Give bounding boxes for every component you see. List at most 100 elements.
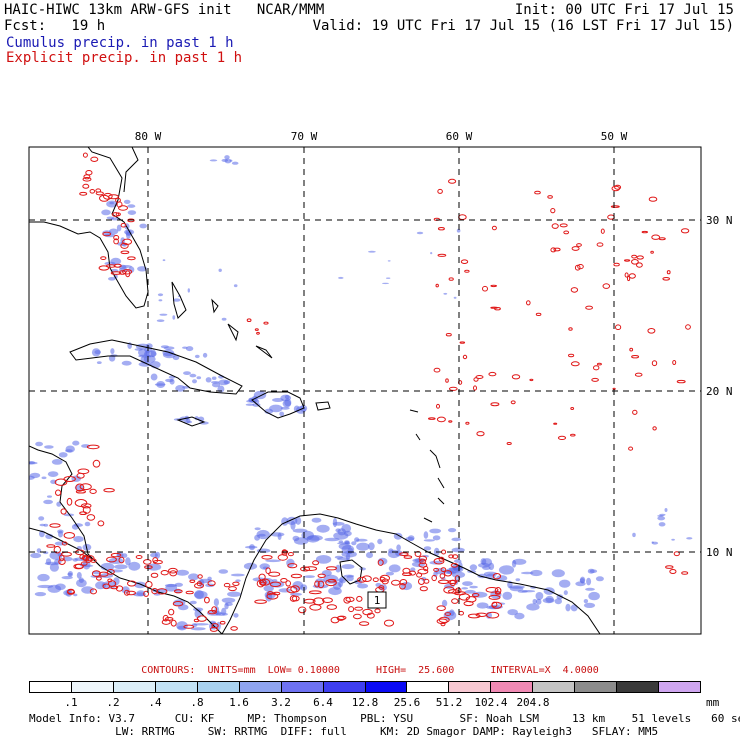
cumulus-precip-cell <box>205 377 212 383</box>
explicit-precip-contour <box>451 598 459 604</box>
cumulus-precip-cell <box>162 349 175 357</box>
explicit-precip-contour <box>490 306 498 309</box>
cumulus-precip-cell <box>121 265 132 268</box>
cumulus-precip-cell <box>249 544 255 551</box>
legend-swatch <box>239 682 282 692</box>
cumulus-precip-cell <box>211 381 220 384</box>
cumulus-precip-cell <box>453 559 462 563</box>
coastlines <box>29 147 601 634</box>
explicit-precip-contour <box>624 259 631 262</box>
explicit-precip-contour <box>120 242 129 249</box>
lat-label-20n: 20 N <box>706 385 733 398</box>
cumulus-precip-cell <box>498 565 515 575</box>
cumulus-precip-cell <box>116 224 122 232</box>
explicit-precip-contour <box>152 559 163 565</box>
cumulus-precip-cell <box>445 568 461 573</box>
cumulus-precip-cell <box>686 537 693 540</box>
legend-swatch <box>71 682 114 692</box>
explicit-precip-contour <box>629 347 634 352</box>
explicit-precip-contour <box>85 555 95 562</box>
cumulus-precip-cell <box>579 578 585 583</box>
cumulus-precip-cell <box>461 587 469 590</box>
explicit-precip-contour <box>289 595 298 602</box>
legend-level-label: 1.6 <box>229 696 249 709</box>
cumulus-precip-cell <box>559 579 571 588</box>
explicit-precip-contour <box>440 622 446 627</box>
cumulus-precip-cell <box>357 583 369 589</box>
explicit-precip-contour <box>666 270 671 275</box>
explicit-precip-contour <box>156 588 168 595</box>
explicit-precip-contour <box>448 554 454 559</box>
cumulus-precip-cell <box>146 563 162 571</box>
explicit-precip-contour <box>676 379 686 384</box>
cumulus-precip-cell <box>212 382 221 388</box>
cumulus-precip-cell <box>57 529 64 534</box>
explicit-precip-contour <box>490 284 498 288</box>
explicit-precip-contour <box>359 621 370 626</box>
cumulus-precip-cell <box>563 590 568 596</box>
lon-label-70w: 70 W <box>291 130 318 143</box>
cumulus-precip-cell <box>192 379 197 384</box>
cumulus-precip-cell <box>96 361 102 364</box>
explicit-precip-contour <box>416 572 423 578</box>
precip-map: 1 80 W 70 W 60 W 50 W 30 N 20 N 10 N <box>28 130 733 635</box>
explicit-precip-contour <box>476 431 485 437</box>
explicit-precip-contour <box>120 250 130 255</box>
cumulus-precip-cell <box>354 537 360 543</box>
explicit-precip-contour <box>632 409 638 415</box>
legend-level-label: 12.8 <box>351 696 379 709</box>
explicit-precip-contour <box>488 594 501 600</box>
explicit-precip-contour <box>168 567 178 574</box>
cumulus-precip-cell <box>430 252 433 255</box>
cumulus-precip-cell <box>311 517 322 523</box>
explicit-precip-contour <box>151 588 159 595</box>
cumulus-precip-cell <box>137 266 148 272</box>
cumulus-precip-cell <box>256 529 270 540</box>
cumulus-precip-cell <box>235 579 241 582</box>
cumulus-precip-cell <box>405 536 415 541</box>
cumulus-precip-cell <box>279 411 285 417</box>
legend-swatch <box>533 682 576 692</box>
explicit-precip-contour <box>685 324 691 330</box>
cumulus-precip-cell <box>121 360 132 366</box>
cumulus-precip-cell <box>356 542 370 551</box>
cumulus-precip-cell <box>73 593 78 597</box>
legend-swatch <box>30 682 72 692</box>
lon-tick-labels: 80 W 70 W 60 W 50 W <box>135 130 628 143</box>
explicit-precip-contour <box>285 580 292 587</box>
cumulus-precip-cell <box>41 476 47 480</box>
explicit-precip-contour <box>433 367 441 373</box>
cumulus-precip-cell <box>35 441 43 447</box>
lon-label-60w: 60 W <box>446 130 473 143</box>
valid-time: Valid: 19 UTC Fri 17 Jul 15 (16 LST Fri … <box>312 18 734 34</box>
explicit-precip-contour <box>492 573 502 580</box>
explicit-precip-contour <box>636 255 644 260</box>
cumulus-precip-cell <box>43 523 49 527</box>
cumulus-precip-cell <box>368 250 376 253</box>
explicit-precip-contour <box>317 580 325 589</box>
explicit-precip-contour <box>209 626 218 632</box>
cumulus-precip-cell <box>351 541 357 546</box>
legend-swatch <box>365 682 408 692</box>
explicit-precip-contour <box>559 223 568 228</box>
explicit-precip-contour <box>472 593 480 598</box>
explicit-precip-contour <box>86 514 96 521</box>
explicit-precip-contour <box>593 365 600 371</box>
explicit-precip-contour <box>534 190 541 195</box>
explicit-precip-contour <box>399 552 409 556</box>
explicit-precip-contour <box>80 503 92 509</box>
cumulus-precip-cell <box>81 444 91 448</box>
lat-tick-labels: 30 N 20 N 10 N <box>706 214 733 559</box>
explicit-precip-contour <box>317 573 326 578</box>
explicit-precip-contour <box>74 499 88 507</box>
site-marker <box>367 591 387 609</box>
explicit-precip-contour <box>402 567 411 574</box>
cumulus-precip-cell <box>469 564 478 571</box>
legend-swatch <box>155 682 198 692</box>
explicit-precip-contour <box>60 508 67 515</box>
cumulus-precip-cell <box>29 461 36 465</box>
cumulus-precip-cell <box>651 541 654 544</box>
explicit-precip-contour <box>95 191 104 196</box>
lon-label-50w: 50 W <box>601 130 628 143</box>
explicit-precip-contour <box>115 585 124 592</box>
